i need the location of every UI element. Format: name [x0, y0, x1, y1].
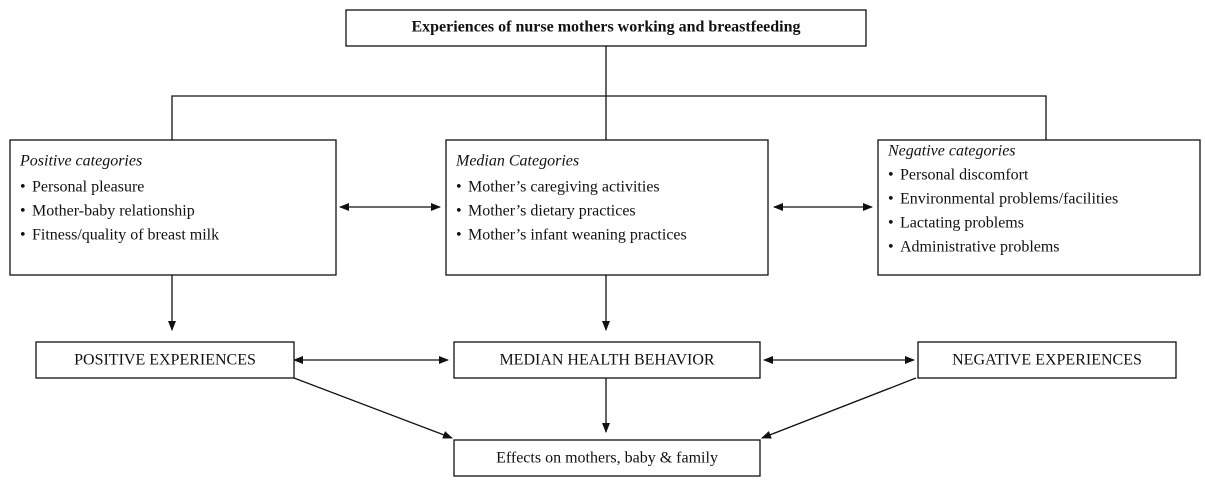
category-item: Mother’s infant weaning practices — [468, 227, 687, 244]
title: Experiences of nurse mothers working and… — [411, 19, 800, 36]
outcome-box — [917, 341, 1177, 379]
bullet: • — [888, 191, 894, 208]
category-item: Fitness/quality of breast milk — [32, 227, 219, 244]
outcome: NEGATIVE EXPERIENCES — [952, 352, 1142, 369]
effect-box — [453, 439, 761, 477]
title-box — [345, 9, 867, 47]
bullet: • — [20, 227, 26, 244]
bullet: • — [20, 203, 26, 220]
category-item: Personal discomfort — [900, 167, 1029, 184]
category-item: Personal pleasure — [32, 179, 144, 196]
category-item: Lactating problems — [900, 215, 1024, 232]
category-heading: Positive categories — [19, 153, 142, 170]
outcome-box — [35, 341, 295, 379]
connectors — [168, 46, 1047, 439]
category-item: Administrative problems — [900, 239, 1060, 256]
category-box — [445, 139, 769, 276]
bullet: • — [888, 239, 894, 256]
category-box — [877, 139, 1201, 276]
category-box — [9, 139, 337, 276]
effect: Effects on mothers, baby & family — [496, 450, 718, 467]
outcome-box — [453, 341, 761, 379]
category-heading: Median Categories — [455, 153, 579, 170]
category-item: Mother-baby relationship — [32, 203, 195, 220]
bullet: • — [456, 227, 462, 244]
category-item: Mother’s dietary practices — [468, 203, 636, 220]
bullet: • — [888, 167, 894, 184]
category-item: Mother’s caregiving activities — [468, 179, 660, 196]
bullet: • — [888, 215, 894, 232]
outcome: MEDIAN HEALTH BEHAVIOR — [499, 352, 714, 369]
bullet: • — [456, 203, 462, 220]
outcome: POSITIVE EXPERIENCES — [74, 352, 256, 369]
bullet: • — [20, 179, 26, 196]
category-heading: Negative categories — [887, 143, 1016, 160]
bullet: • — [456, 179, 462, 196]
category-item: Environmental problems/facilities — [900, 191, 1118, 208]
